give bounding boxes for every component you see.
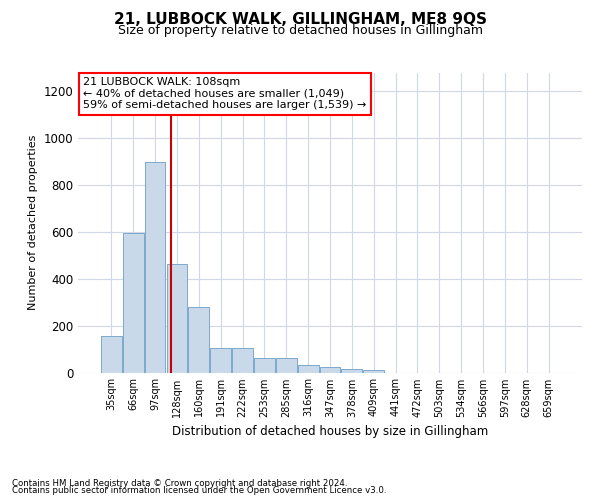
Bar: [364, 370, 384, 372]
Y-axis label: Number of detached properties: Number of detached properties: [28, 135, 38, 310]
Text: 21 LUBBOCK WALK: 108sqm
← 40% of detached houses are smaller (1,049)
59% of semi: 21 LUBBOCK WALK: 108sqm ← 40% of detache…: [83, 77, 367, 110]
Bar: [254, 358, 275, 372]
Bar: [341, 369, 362, 372]
Bar: [298, 366, 319, 372]
Text: Contains HM Land Registry data © Crown copyright and database right 2024.: Contains HM Land Registry data © Crown c…: [12, 478, 347, 488]
X-axis label: Distribution of detached houses by size in Gillingham: Distribution of detached houses by size …: [172, 425, 488, 438]
Bar: [210, 348, 231, 372]
Bar: [188, 307, 209, 372]
Bar: [320, 366, 340, 372]
Text: 21, LUBBOCK WALK, GILLINGHAM, ME8 9QS: 21, LUBBOCK WALK, GILLINGHAM, ME8 9QS: [113, 12, 487, 28]
Text: Size of property relative to detached houses in Gillingham: Size of property relative to detached ho…: [118, 24, 482, 37]
Bar: [167, 264, 187, 372]
Bar: [276, 358, 296, 372]
Bar: [123, 233, 143, 372]
Bar: [101, 336, 122, 372]
Bar: [232, 348, 253, 372]
Text: Contains public sector information licensed under the Open Government Licence v3: Contains public sector information licen…: [12, 486, 386, 495]
Bar: [145, 162, 166, 372]
